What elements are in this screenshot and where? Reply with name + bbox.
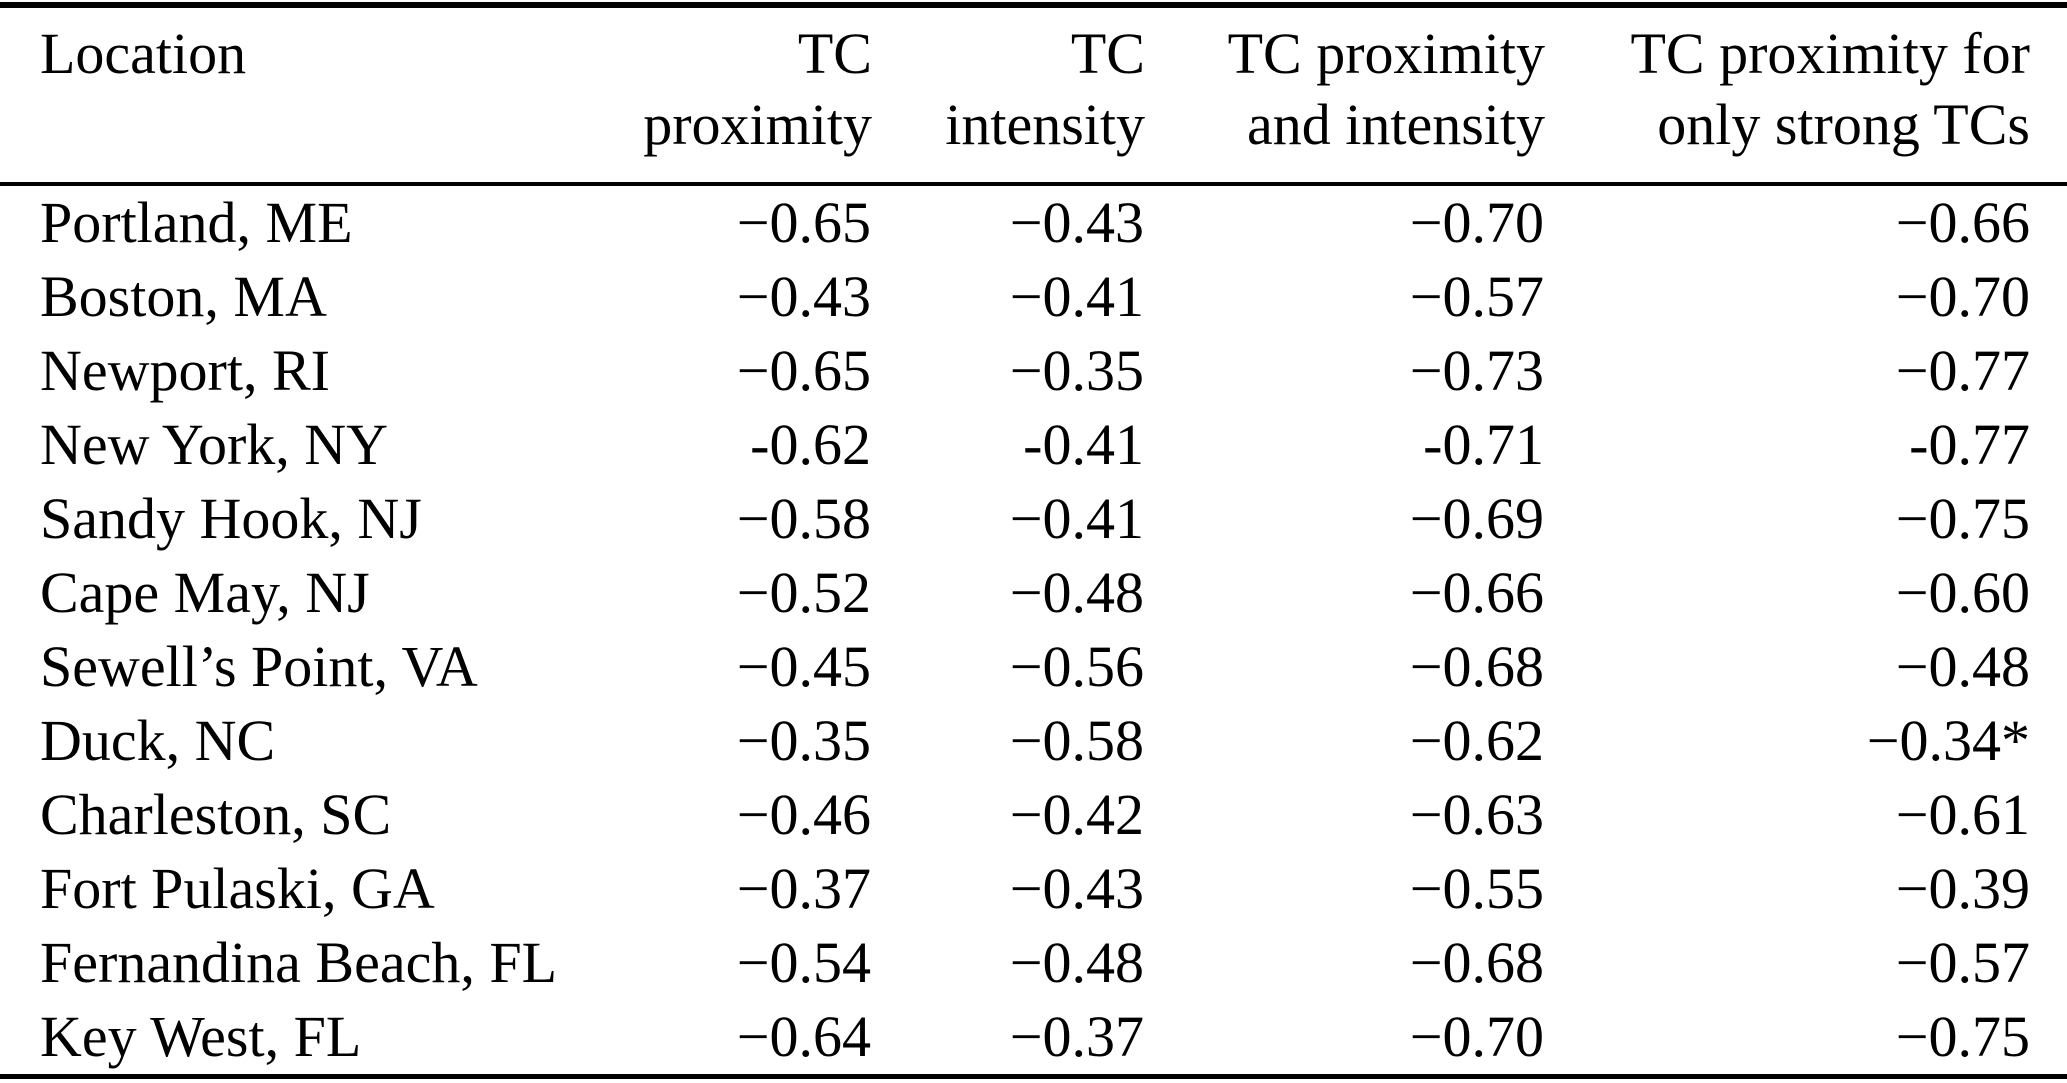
tc-proximity-and-intensity-value-cell: −0.62 [1409,708,1544,773]
tc-intensity-value-cell: −0.41 [1009,486,1144,551]
tc-intensity-value-cell: −0.41 [1009,264,1144,329]
location-cell: Duck, NC [40,708,276,773]
tc-intensity-value-cell: −0.35 [1009,338,1144,403]
tc-proximity-value-cell: −0.45 [736,634,871,699]
tc-intensity-value-cell: −0.58 [1009,708,1144,773]
tc-proximity-value-cell: −0.54 [736,930,871,995]
tc-proximity-and-intensity-value-cell: −0.68 [1409,634,1544,699]
tc-proximity-value-cell: −0.37 [736,856,871,921]
tc-proximity-strong-tcs-value-cell: −0.34* [1866,708,2030,773]
tc-intensity-value-cell: −0.42 [1009,782,1144,847]
header-label-line1: TC [1070,21,1145,86]
column-header-tc-proximity-strong-tcs: TC proximity for only strong TCs [1545,5,2067,186]
table-row: Newport, RI −0.65 −0.35 −0.73 −0.77 [0,334,2067,408]
header-label-line1: TC proximity [1227,21,1545,86]
tc-proximity-and-intensity-value-cell: -0.71 [1423,412,1544,477]
tc-proximity-and-intensity-value-cell: −0.73 [1409,338,1544,403]
table-row: Fort Pulaski, GA −0.37 −0.43 −0.55 −0.39 [0,852,2067,926]
table-row: Boston, MA −0.43 −0.41 −0.57 −0.70 [0,260,2067,334]
tc-proximity-and-intensity-value-cell: −0.63 [1409,782,1544,847]
location-cell: Boston, MA [40,264,327,329]
tc-intensity-value-cell: −0.43 [1009,190,1144,255]
header-label-line1: TC [797,21,872,86]
header-label-line2: only strong TCs [1657,92,2030,157]
tc-proximity-and-intensity-value-cell: −0.70 [1409,190,1544,255]
tc-proximity-and-intensity-value-cell: −0.69 [1409,486,1544,551]
tc-proximity-value-cell: −0.46 [736,782,871,847]
tc-proximity-and-intensity-value-cell: −0.66 [1409,560,1544,625]
tc-intensity-value-cell: −0.37 [1009,1004,1144,1069]
tc-proximity-value-cell: −0.65 [736,338,871,403]
table-body: Portland, ME −0.65 −0.43 −0.70 −0.66 Bos… [0,184,2067,1077]
table-header: Location TC proximity TC intensity TC pr… [0,5,2067,186]
header-label-line1: TC proximity for [1630,21,2030,86]
location-cell: New York, NY [40,412,389,477]
tc-intensity-value-cell: −0.48 [1009,560,1144,625]
tc-proximity-strong-tcs-value-cell: −0.60 [1895,560,2030,625]
table-row: Duck, NC −0.35 −0.58 −0.62 −0.34* [0,704,2067,778]
tc-intensity-value-cell: −0.43 [1009,856,1144,921]
tc-proximity-strong-tcs-value-cell: −0.48 [1895,634,2030,699]
column-header-location: Location [0,5,600,186]
location-cell: Cape May, NJ [40,560,370,625]
tc-proximity-and-intensity-value-cell: −0.68 [1409,930,1544,995]
tc-proximity-value-cell: −0.35 [736,708,871,773]
tc-proximity-value-cell: −0.65 [736,190,871,255]
header-label-line2: proximity [643,92,872,157]
tc-proximity-value-cell: −0.58 [736,486,871,551]
location-cell: Fort Pulaski, GA [40,856,435,921]
tc-proximity-strong-tcs-value-cell: −0.70 [1895,264,2030,329]
column-header-tc-proximity: TC proximity [600,5,872,186]
column-header-tc-intensity: TC intensity [872,5,1145,186]
tc-proximity-strong-tcs-value-cell: −0.77 [1895,338,2030,403]
tc-intensity-value-cell: −0.48 [1009,930,1144,995]
table-row: Key West, FL −0.64 −0.37 −0.70 −0.75 [0,1000,2067,1077]
tc-proximity-and-intensity-value-cell: −0.55 [1409,856,1544,921]
location-cell: Key West, FL [40,1004,362,1069]
location-cell: Sewell’s Point, VA [40,634,478,699]
table-row: Fernandina Beach, FL −0.54 −0.48 −0.68 −… [0,926,2067,1000]
location-cell: Portland, ME [40,190,353,255]
tc-proximity-strong-tcs-value-cell: −0.75 [1895,1004,2030,1069]
tc-proximity-strong-tcs-value-cell: -0.77 [1909,412,2030,477]
table-row: Charleston, SC −0.46 −0.42 −0.63 −0.61 [0,778,2067,852]
tc-proximity-strong-tcs-value-cell: −0.66 [1895,190,2030,255]
location-cell: Sandy Hook, NJ [40,486,422,551]
tc-proximity-and-intensity-value-cell: −0.70 [1409,1004,1544,1069]
tc-proximity-strong-tcs-value-cell: −0.75 [1895,486,2030,551]
table-row: Sewell’s Point, VA −0.45 −0.56 −0.68 −0.… [0,630,2067,704]
table-row: New York, NY -0.62 -0.41 -0.71 -0.77 [0,408,2067,482]
tc-proximity-strong-tcs-value-cell: −0.39 [1895,856,2030,921]
tc-intensity-value-cell: -0.41 [1023,412,1144,477]
header-row: Location TC proximity TC intensity TC pr… [0,5,2067,186]
location-cell: Fernandina Beach, FL [40,930,558,995]
table-row: Sandy Hook, NJ −0.58 −0.41 −0.69 −0.75 [0,482,2067,556]
tc-proximity-strong-tcs-value-cell: −0.57 [1895,930,2030,995]
table-row: Cape May, NJ −0.52 −0.48 −0.66 −0.60 [0,556,2067,630]
tc-proximity-value-cell: −0.52 [736,560,871,625]
tc-proximity-value-cell: -0.62 [750,412,871,477]
header-label: Location [40,21,247,86]
tc-proximity-and-intensity-value-cell: −0.57 [1409,264,1544,329]
tc-proximity-strong-tcs-value-cell: −0.61 [1895,782,2030,847]
location-cell: Charleston, SC [40,782,392,847]
table-row: Portland, ME −0.65 −0.43 −0.70 −0.66 [0,184,2067,260]
tc-proximity-value-cell: −0.64 [736,1004,871,1069]
column-header-tc-proximity-and-intensity: TC proximity and intensity [1145,5,1545,186]
tc-intensity-value-cell: −0.56 [1009,634,1144,699]
header-label-line2: intensity [945,92,1145,157]
header-label-line2: and intensity [1246,92,1545,157]
tc-proximity-value-cell: −0.43 [736,264,871,329]
location-cell: Newport, RI [40,338,330,403]
